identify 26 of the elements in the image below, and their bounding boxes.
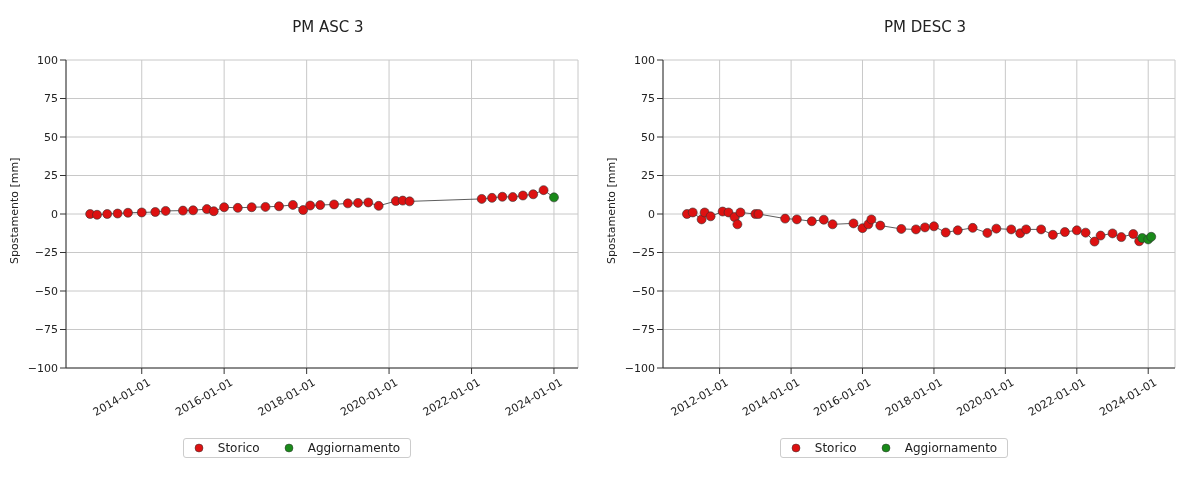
- y-tick-label: 0: [648, 207, 655, 221]
- chart-title: PM DESC 3: [882, 18, 968, 36]
- y-tick-label: 100: [37, 53, 58, 67]
- y-tick-label: 25: [641, 169, 655, 183]
- y-tick-label: −50: [34, 284, 58, 298]
- y-tick-label: 75: [44, 92, 58, 106]
- legend-label: Aggiornamento: [903, 441, 998, 455]
- y-tick-label: −100: [624, 361, 655, 375]
- y-tick-label: 0: [51, 207, 58, 221]
- y-axis-title: Spostamento [mm]: [604, 157, 618, 264]
- chart-title: PM ASC 3: [291, 18, 365, 36]
- y-tick-label: 50: [44, 130, 58, 144]
- legend-label: Storico: [216, 441, 260, 455]
- y-tick-label: −50: [631, 284, 655, 298]
- legend-label: Storico: [813, 441, 857, 455]
- y-tick-label: 25: [44, 169, 58, 183]
- y-tick-label: 75: [641, 92, 655, 106]
- y-tick-label: −25: [631, 246, 655, 260]
- y-axis-title: Spostamento [mm]: [7, 157, 21, 264]
- y-tick-label: −75: [631, 323, 655, 337]
- y-tick-label: 50: [641, 130, 655, 144]
- y-tick-label: −75: [34, 323, 58, 337]
- y-tick-label: −100: [27, 361, 58, 375]
- y-tick-label: 100: [634, 53, 655, 67]
- y-tick-label: −25: [34, 246, 58, 260]
- legend-label: Aggiornamento: [306, 441, 401, 455]
